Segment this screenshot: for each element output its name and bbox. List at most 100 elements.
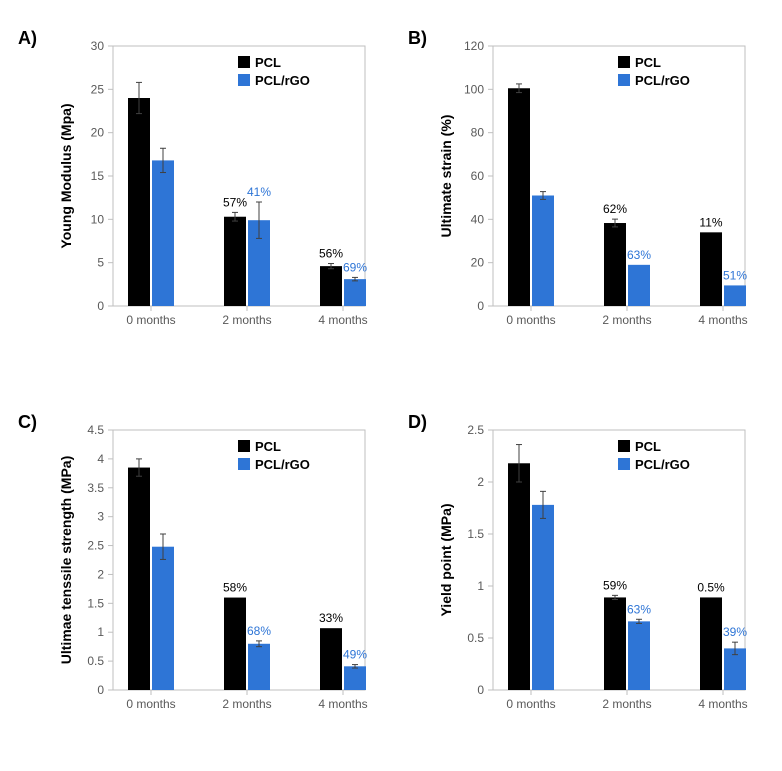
panel-label-c: C) [18,412,37,433]
bar [248,644,270,690]
legend-label: PCL/rGO [635,457,690,472]
category-label: 4 months [698,697,747,711]
y-tick-label: 100 [464,82,484,96]
bar [604,223,626,306]
legend-label: PCL/rGO [255,457,310,472]
y-tick-label: 0 [97,683,104,697]
percent-label: 33% [319,611,343,625]
y-tick-label: 5 [97,256,104,270]
y-tick-label: 0.5 [87,654,104,668]
y-tick-label: 40 [471,212,485,226]
category-label: 2 months [602,697,651,711]
y-tick-label: 60 [471,169,485,183]
bar [128,468,150,690]
bar [320,266,342,306]
bar [344,666,366,690]
percent-label: 11% [699,215,722,229]
y-tick-label: 15 [91,169,105,183]
legend-swatch [238,458,250,470]
percent-label: 56% [319,247,343,261]
bar [224,217,246,306]
legend-label: PCL/rGO [635,73,690,88]
y-tick-label: 2 [477,475,484,489]
y-axis-label: Young Modulus (Mpa) [58,103,74,248]
y-tick-label: 3 [97,510,104,524]
y-tick-label: 1 [97,625,104,639]
y-tick-label: 0 [477,683,484,697]
percent-label: 39% [723,625,747,639]
y-tick-label: 2 [97,567,104,581]
legend-swatch [618,56,630,68]
category-label: 4 months [318,313,367,327]
bar [628,265,650,306]
y-tick-label: 2.5 [87,539,104,553]
y-tick-label: 120 [464,39,484,53]
percent-label: 69% [343,260,367,274]
chart-a: 051015202530Young Modulus (Mpa)0 months2… [50,28,380,358]
chart-b: 0 20 40 60 80 100 120 Ultimate strain (%) 0 mont… [430,28,760,358]
bar [128,98,150,306]
category-label: 2 months [222,313,271,327]
legend-swatch [618,458,630,470]
y-tick-label: 4 [97,452,104,466]
y-axis-label: Yield point (MPa) [438,503,454,616]
percent-label: 62% [603,202,627,216]
percent-label: 41% [247,185,271,199]
bar [532,196,554,307]
bar [700,597,722,690]
legend-label: PCL [255,439,281,454]
y-tick-label: 4.5 [87,423,104,437]
bar [152,160,174,306]
percent-label: 63% [627,248,651,262]
legend-swatch [238,74,250,86]
percent-label: 51% [723,268,747,282]
y-tick-label: 1.5 [467,527,484,541]
legend-label: PCL [635,439,661,454]
category-label: 0 months [506,313,555,327]
percent-label: 63% [627,602,651,616]
y-tick-label: 2.5 [467,423,484,437]
percent-label: 57% [223,195,247,209]
legend-swatch [238,440,250,452]
y-tick-label: 0.5 [467,631,484,645]
category-label: 2 months [602,313,651,327]
bar [628,621,650,690]
category-label: 4 months [698,313,747,327]
bar [724,285,746,306]
figure-container: A)051015202530Young Modulus (Mpa)0 month… [0,0,782,771]
percent-label: 49% [343,648,367,662]
y-tick-label: 20 [91,126,105,140]
legend-label: PCL [255,55,281,70]
legend-swatch [618,440,630,452]
y-tick-label: 1 [477,579,484,593]
category-label: 4 months [318,697,367,711]
category-label: 0 months [126,697,175,711]
category-label: 0 months [126,313,175,327]
panel-label-a: A) [18,28,37,49]
bar [152,547,174,690]
y-tick-label: 1.5 [87,596,104,610]
percent-label: 59% [603,578,627,592]
legend-label: PCL [635,55,661,70]
bar [532,505,554,690]
bar [344,279,366,306]
percent-label: 58% [223,581,247,595]
y-tick-label: 80 [471,126,485,140]
chart-d: 0 0.5 1 1.5 2 2.5 Yield point (MPa) 0 months 2 m… [430,412,760,742]
bar [700,232,722,306]
legend-swatch [618,74,630,86]
category-label: 0 months [506,697,555,711]
y-tick-label: 20 [471,256,485,270]
bar [604,597,626,690]
panel-label-d: D) [408,412,427,433]
y-tick-label: 0 [477,299,484,313]
bar [224,598,246,690]
percent-label: 0.5% [697,580,725,594]
y-tick-label: 30 [91,39,105,53]
chart-c: 00.511.522.533.544.5Ultimae tenssile str… [50,412,380,742]
y-axis-label: Ultimae tenssile strength (MPa) [58,456,74,665]
y-axis-label: Ultimate strain (%) [438,115,454,238]
bar [508,88,530,306]
y-tick-label: 25 [91,82,105,96]
category-label: 2 months [222,697,271,711]
